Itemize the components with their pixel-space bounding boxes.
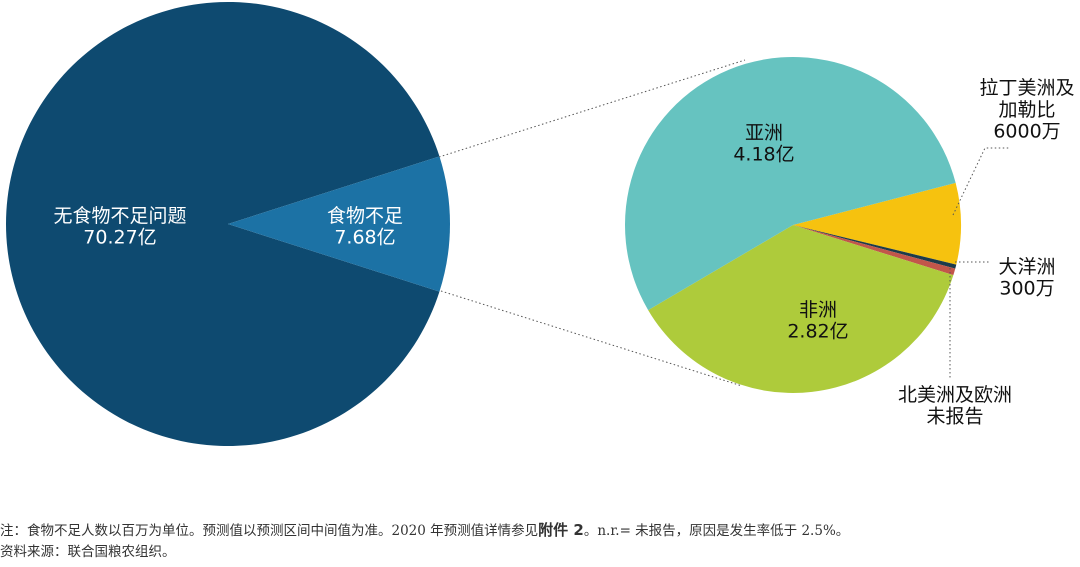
leader: [952, 147, 1010, 216]
note-text: 注：食物不足人数以百万为单位。预测值以预测区间中间值为准。2020 年预测值详情…: [0, 523, 539, 539]
value-label: 6000万: [993, 121, 1060, 143]
label-line: 非洲: [799, 299, 837, 321]
pie-slice: [625, 57, 956, 311]
label-line: 亚洲: [745, 122, 783, 144]
pie-slice: [793, 182, 961, 265]
pie-slice: [228, 156, 450, 292]
note-bold: 附件 2: [538, 521, 584, 539]
source: 资料来源：联合国粮农组织。: [0, 544, 176, 560]
value-label: 70.27亿: [83, 227, 156, 249]
slice-label: 北美洲及欧洲: [898, 384, 1012, 406]
slice-label: 亚洲: [745, 122, 783, 144]
slice-label: 拉丁美洲及加勒比: [979, 77, 1074, 121]
value-label: 2.82亿: [787, 321, 848, 343]
label-line: 北美洲及欧洲: [898, 384, 1012, 406]
slice-label: 无食物不足问题: [53, 205, 186, 227]
value-label: 7.68亿: [334, 227, 395, 249]
note-text: 。n.r.= 未报告，原因是发生率低于 2.5%。: [583, 523, 850, 539]
slice-label: 大洋洲: [998, 256, 1055, 278]
value-label: 未报告: [926, 406, 983, 428]
label-line: 无食物不足问题: [53, 205, 186, 227]
pie-slice: [793, 225, 957, 269]
label-line: 拉丁美洲及: [979, 77, 1074, 99]
note: 注：食物不足人数以百万为单位。预测值以预测区间中间值为准。2020 年预测值详情…: [0, 520, 1080, 542]
slice-label: 非洲: [799, 299, 837, 321]
pie-slice: [793, 225, 956, 276]
label-line: 食物不足: [327, 205, 403, 227]
slice-label: 食物不足: [327, 205, 403, 227]
label-line: 大洋洲: [998, 256, 1055, 278]
connector: [438, 59, 746, 158]
notes: 注：食物不足人数以百万为单位。预测值以预测区间中间值为准。2020 年预测值详情…: [0, 520, 1080, 563]
pie-slice: [648, 225, 954, 394]
value-label: 300万: [999, 278, 1054, 300]
pie-slice: [6, 1, 440, 446]
value-label: 4.18亿: [733, 144, 794, 166]
connector: [440, 290, 743, 387]
label-line: 加勒比: [998, 99, 1055, 121]
